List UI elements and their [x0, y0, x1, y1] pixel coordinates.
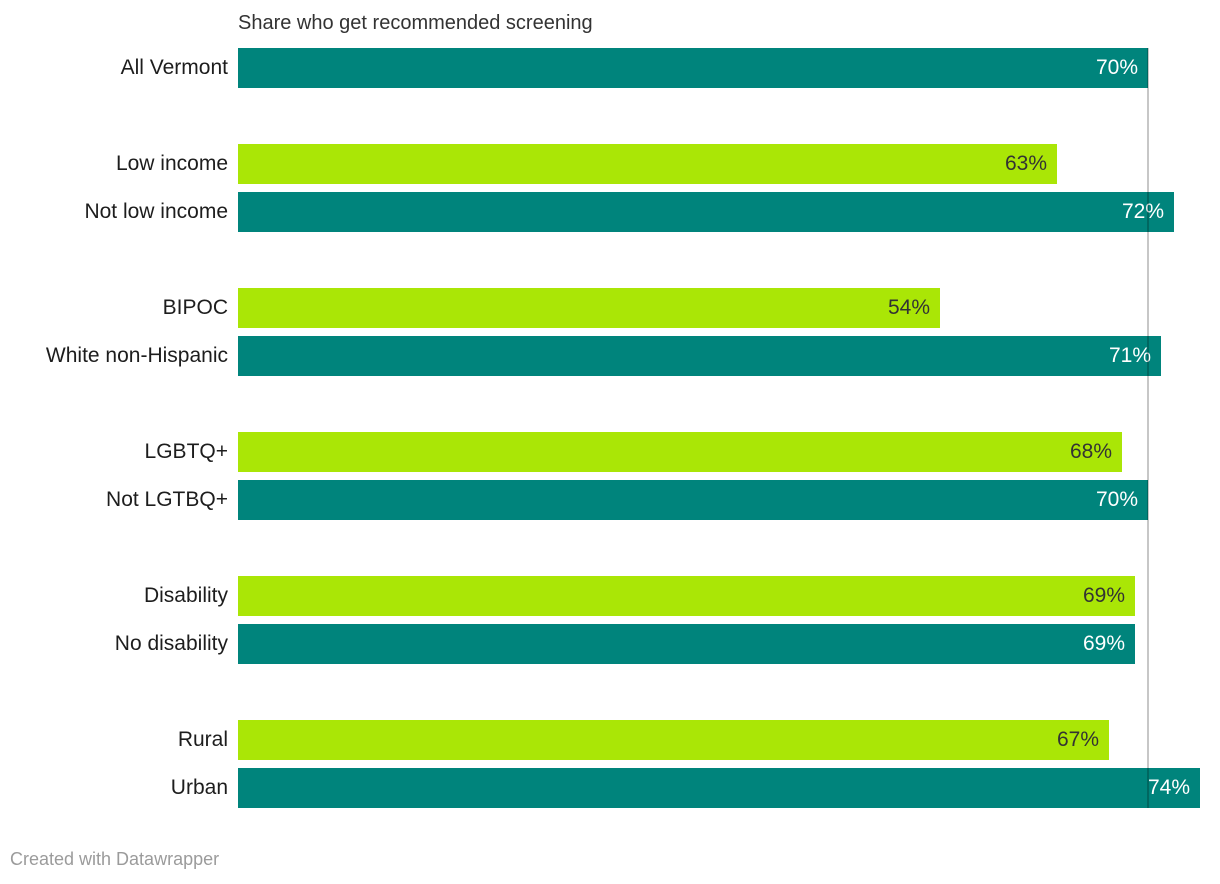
bar-value-label: 67% — [1056, 728, 1099, 751]
bar: 63% — [238, 144, 1057, 184]
bar-label: Not low income — [84, 200, 228, 223]
bar: 70% — [238, 480, 1148, 520]
bar-value-label: 70% — [1095, 488, 1138, 511]
bar-label: Low income — [115, 152, 228, 175]
bar-label: All Vermont — [120, 56, 228, 79]
reference-line — [1147, 48, 1149, 808]
bar-label: LGBTQ+ — [144, 440, 228, 463]
bar-label: White non-Hispanic — [45, 344, 228, 367]
bar: 54% — [238, 288, 940, 328]
bar-label: Rural — [177, 728, 228, 751]
bar: 69% — [238, 624, 1135, 664]
chart-title: Share who get recommended screening — [238, 12, 593, 34]
bar-value-label: 69% — [1082, 632, 1125, 655]
attribution-text: Created with Datawrapper — [10, 849, 220, 869]
bar: 70% — [238, 48, 1148, 88]
bar-label: No disability — [114, 632, 228, 655]
bar-value-label: 72% — [1121, 200, 1164, 223]
bar: 68% — [238, 432, 1122, 472]
bar: 74% — [238, 768, 1200, 808]
bar: 69% — [238, 576, 1135, 616]
bar-value-label: 63% — [1004, 152, 1047, 175]
bar-value-label: 71% — [1108, 344, 1151, 367]
bar: 71% — [238, 336, 1161, 376]
bar-value-label: 69% — [1082, 584, 1125, 607]
bar-label: BIPOC — [162, 296, 228, 319]
bar-label: Not LGTBQ+ — [106, 488, 228, 511]
bar-value-label: 68% — [1069, 440, 1112, 463]
bar-value-label: 70% — [1095, 56, 1138, 79]
bar-value-label: 54% — [887, 296, 930, 319]
bar-label: Disability — [143, 584, 228, 607]
bar: 67% — [238, 720, 1109, 760]
bar-value-label: 74% — [1147, 776, 1190, 799]
bar: 72% — [238, 192, 1174, 232]
bar-label: Urban — [170, 776, 228, 799]
